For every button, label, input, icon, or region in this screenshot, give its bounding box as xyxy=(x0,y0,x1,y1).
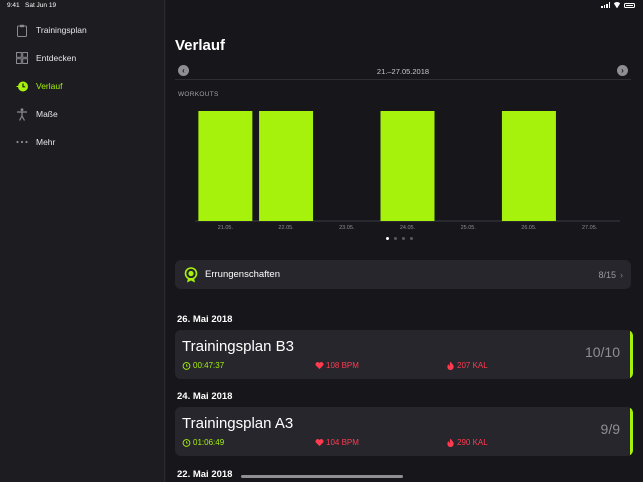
duration-value: 00:47:37 xyxy=(193,361,225,370)
card-accent-bar xyxy=(630,407,633,456)
battery-icon xyxy=(624,2,635,8)
workout-duration: 00:47:37 xyxy=(182,361,224,370)
heart-icon xyxy=(315,362,324,370)
sidebar-item-label: Mehr xyxy=(36,137,56,147)
chart-title: WORKOUTS xyxy=(178,91,219,98)
sidebar-item-mehr[interactable]: Mehr xyxy=(0,128,165,156)
workout-card[interactable]: Trainingsplan B3 10/10 00:47:37 108 BPM … xyxy=(175,330,633,379)
page-title: Verlauf xyxy=(175,37,226,54)
sidebar: Trainingsplan Entdecken Verlauf Maße Meh… xyxy=(0,0,165,482)
bpm-value: 104 BPM xyxy=(326,438,359,447)
flame-icon xyxy=(447,361,454,370)
chart-bar[interactable] xyxy=(501,111,556,221)
chart-bar[interactable] xyxy=(198,111,253,221)
kal-value: 207 KAL xyxy=(457,361,488,370)
card-accent-bar xyxy=(630,330,633,379)
workouts-chart-svg: 21.05. 22.05. 23.05. 24.05. 25.05. 26.05. 27.0… xyxy=(195,111,620,231)
workout-name: Trainingsplan B3 xyxy=(182,338,295,355)
workouts-chart[interactable]: 21.05. 22.05. 23.05. 24.05. 25.05. 26.05. 27.0… xyxy=(175,98,631,234)
achievements-row[interactable]: Errungenschaften 8/15 › xyxy=(175,260,631,289)
status-icons xyxy=(601,2,635,8)
page-indicator[interactable] xyxy=(386,237,413,240)
x-tick-label: 23.05. xyxy=(339,225,355,231)
sidebar-item-trainingsplan[interactable]: Trainingsplan xyxy=(0,16,165,44)
home-indicator[interactable] xyxy=(241,475,403,478)
sidebar-item-label: Verlauf xyxy=(36,81,63,91)
section-date: 24. Mai 2018 xyxy=(177,391,233,402)
x-tick-label: 26.05. xyxy=(521,225,537,231)
sidebar-item-entdecken[interactable]: Entdecken xyxy=(0,44,165,72)
x-tick-label: 22.05. xyxy=(278,225,294,231)
workout-name: Trainingsplan A3 xyxy=(182,415,294,432)
x-tick-label: 24.05. xyxy=(400,225,416,231)
kal-value: 290 KAL xyxy=(457,438,488,447)
flame-icon xyxy=(447,438,454,447)
more-dots-icon xyxy=(15,135,29,149)
workout-duration: 01:06:49 xyxy=(182,438,224,447)
workout-card[interactable]: Trainingsplan A3 9/9 01:06:49 104 BPM 29… xyxy=(175,407,633,456)
cellular-signal-icon xyxy=(601,2,610,8)
chart-bar[interactable] xyxy=(380,111,435,221)
body-figure-icon xyxy=(15,107,29,121)
sidebar-item-masse[interactable]: Maße xyxy=(0,100,165,128)
section-date: 22. Mai 2018 xyxy=(177,469,233,480)
sidebar-item-verlauf[interactable]: Verlauf xyxy=(0,72,165,100)
x-tick-label: 27.05. xyxy=(582,225,598,231)
workout-score: 10/10 xyxy=(584,344,620,360)
status-date: Sat Jun 19 xyxy=(25,2,57,9)
wifi-icon xyxy=(613,2,621,8)
chevron-right-icon: › xyxy=(620,269,623,280)
heart-icon xyxy=(315,439,324,447)
status-bar: 9:41 Sat Jun 19 xyxy=(0,0,643,12)
workout-score: 9/9 xyxy=(600,421,620,437)
week-range: 21.–27.05.2018 xyxy=(376,67,430,76)
sidebar-item-label: Trainingsplan xyxy=(36,25,87,35)
page-dot[interactable] xyxy=(386,237,389,240)
workout-calories: 207 KAL xyxy=(446,361,488,370)
grid-icon xyxy=(15,51,29,65)
bpm-value: 108 BPM xyxy=(326,361,359,370)
status-time: 9:41 xyxy=(7,2,20,9)
next-week-button[interactable]: › xyxy=(617,65,628,76)
clipboard-icon xyxy=(15,23,29,37)
x-tick-label: 25.05. xyxy=(461,225,477,231)
week-navigator: ‹ 21.–27.05.2018 › xyxy=(175,64,631,80)
sidebar-item-label: Entdecken xyxy=(36,53,77,63)
sidebar-nav: Trainingsplan Entdecken Verlauf Maße Meh… xyxy=(0,16,165,156)
page-dot[interactable] xyxy=(410,237,413,240)
previous-week-button[interactable]: ‹ xyxy=(178,65,189,76)
workout-heart-rate: 108 BPM xyxy=(315,361,359,370)
x-tick-label: 21.05. xyxy=(218,225,234,231)
page-dot[interactable] xyxy=(394,237,397,240)
duration-value: 01:06:49 xyxy=(193,438,225,447)
chart-bar[interactable] xyxy=(259,111,314,221)
workout-heart-rate: 104 BPM xyxy=(315,438,359,447)
award-badge-icon xyxy=(183,266,199,283)
stopwatch-icon xyxy=(182,362,191,370)
main-content: Verlauf ‹ 21.–27.05.2018 › WORKOUTS 21.0… xyxy=(166,0,643,482)
workout-calories: 290 KAL xyxy=(446,438,488,447)
achievements-label: Errungenschaften xyxy=(205,269,280,280)
stopwatch-icon xyxy=(182,439,191,447)
achievements-count: 8/15 xyxy=(598,269,616,280)
page-dot[interactable] xyxy=(402,237,405,240)
sidebar-item-label: Maße xyxy=(36,109,58,119)
section-date: 26. Mai 2018 xyxy=(177,314,233,325)
history-clock-icon xyxy=(15,79,29,93)
